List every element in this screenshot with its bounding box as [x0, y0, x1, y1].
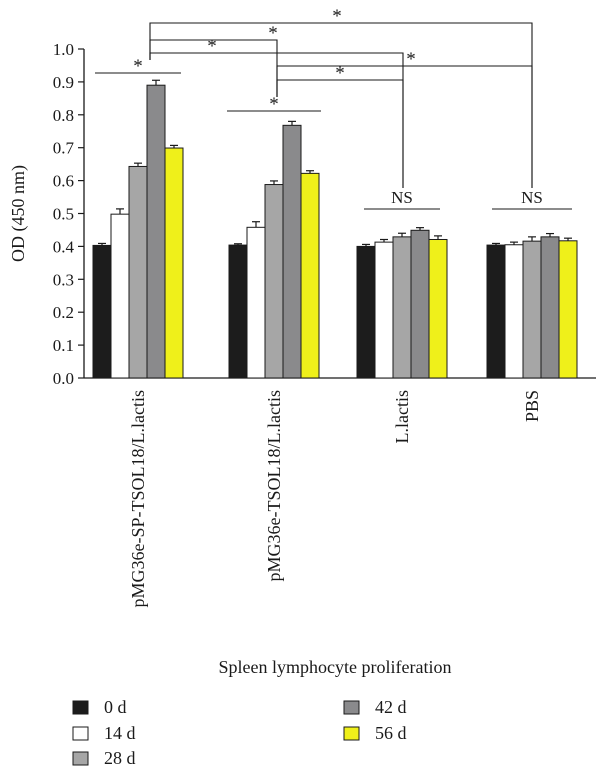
bar-0d-group-2 — [228, 244, 248, 379]
y-tick-label: 0.0 — [53, 369, 74, 388]
bar-42d-group-2 — [282, 124, 302, 379]
legend-swatch — [72, 751, 89, 766]
bar-56d-group-3 — [428, 238, 448, 379]
bar-56d-group-4 — [558, 240, 578, 379]
category-labels: pMG36e-SP-TSOL18/L.lactis pMG36e-TSOL18/L… — [128, 390, 542, 608]
y-tick-label: 0.7 — [53, 139, 75, 158]
bar-0d-group-1 — [92, 244, 112, 379]
bar-28d-group-1 — [128, 165, 148, 379]
category-label: pMG36e-TSOL18/L.lactis — [264, 390, 284, 581]
y-axis-label: OD (450 nm) — [8, 165, 29, 262]
bar-28d-group-4 — [522, 240, 542, 379]
y-tick-label: 0.2 — [53, 303, 74, 322]
bar-28d-group-2 — [264, 184, 284, 379]
y-tick-label: 0.6 — [53, 172, 74, 191]
y-tick-label: 1.0 — [53, 40, 74, 59]
y-tick-label: 0.3 — [53, 270, 74, 289]
bar-14d-group-4 — [504, 244, 524, 379]
comparison-connector — [276, 79, 404, 188]
legend-swatch — [72, 700, 89, 715]
comparison-significance-label: * — [207, 36, 217, 57]
y-tick-label: 0.8 — [53, 106, 74, 125]
legend-label: 14 d — [104, 723, 136, 743]
legend-label: 56 d — [375, 723, 407, 743]
bar-14d-group-3 — [374, 241, 394, 379]
legend-label: 42 d — [375, 697, 407, 717]
bar-14d-group-2 — [246, 226, 266, 379]
legend: 0 d 14 d 28 d 42 d 56 d — [72, 697, 407, 768]
category-label: PBS — [522, 390, 542, 422]
legend-swatch — [343, 700, 360, 715]
bar-42d-group-1 — [146, 84, 166, 379]
axes: 0.0 0.1 0.2 0.3 0.4 0.5 0.6 0.7 0.8 0.9 1.0 OD (450… — [8, 40, 596, 388]
category-label: L.lactis — [392, 390, 412, 443]
group-significance-label: * — [133, 56, 143, 77]
legend-label: 28 d — [104, 748, 136, 768]
legend-label: 0 d — [104, 697, 127, 717]
comparison-connector — [276, 65, 533, 188]
y-tick-label: 0.1 — [53, 336, 74, 355]
bar-56d-group-1 — [164, 147, 184, 379]
comparison-significance-label: * — [406, 49, 416, 70]
bar-42d-group-4 — [540, 236, 560, 379]
bar-0d-group-4 — [486, 244, 506, 379]
bars — [92, 79, 578, 379]
significance-annotations: * * NS NS * * * * * — [95, 6, 572, 210]
bar-14d-group-1 — [110, 213, 130, 379]
bar-28d-group-3 — [392, 236, 412, 379]
y-tick-label: 0.5 — [53, 205, 74, 224]
y-tick-label: 0.9 — [53, 73, 74, 92]
group-significance-label: NS — [521, 188, 543, 207]
comparison-significance-label: * — [268, 23, 278, 44]
group-significance-label: * — [269, 94, 279, 115]
legend-swatch — [72, 726, 89, 741]
chart-title: Spleen lymphocyte proliferation — [219, 657, 452, 677]
y-tick-label: 0.4 — [53, 237, 75, 256]
group-significance-label: NS — [391, 188, 413, 207]
bar-56d-group-2 — [300, 172, 320, 379]
comparison-significance-label: * — [332, 6, 342, 27]
legend-swatch — [343, 726, 360, 741]
category-label: pMG36e-SP-TSOL18/L.lactis — [128, 390, 148, 608]
comparison-significance-label: * — [335, 63, 345, 84]
bar-0d-group-3 — [356, 245, 376, 379]
bar-42d-group-3 — [410, 229, 430, 379]
